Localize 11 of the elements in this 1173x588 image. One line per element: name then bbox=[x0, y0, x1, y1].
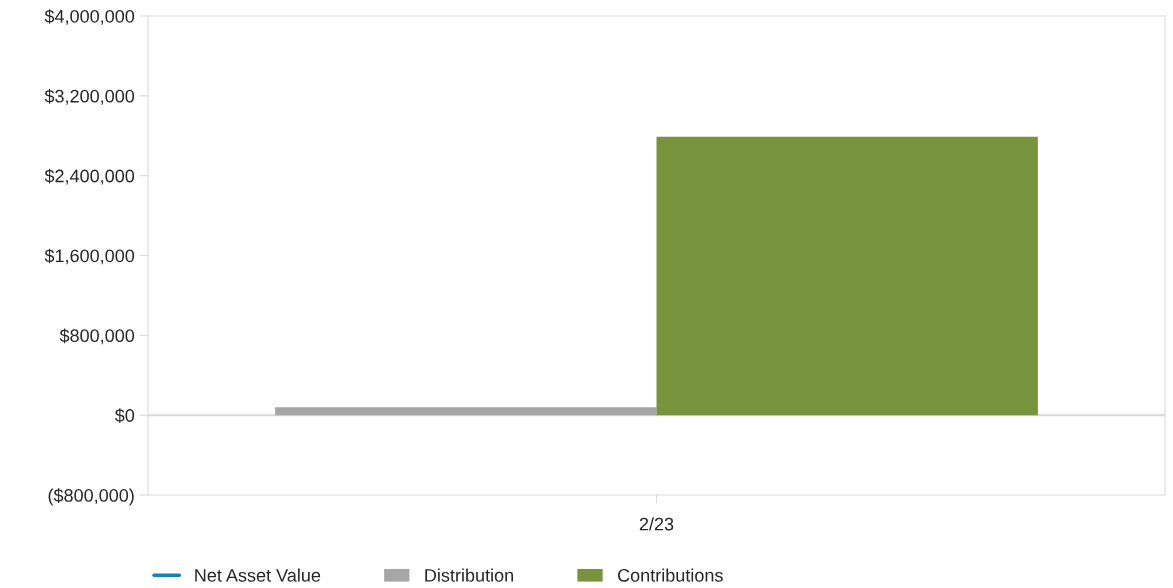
y-tick-label: ($800,000) bbox=[48, 488, 134, 506]
y-tick-label: $0 bbox=[114, 408, 135, 423]
legend-label: Distribution bbox=[425, 568, 513, 582]
x-tick-label: 2/23 bbox=[639, 517, 674, 531]
y-tick-label: $2,400,000 bbox=[44, 168, 135, 185]
y-tick-label: $800,000 bbox=[59, 328, 135, 345]
y-tick-label: $4,000,000 bbox=[44, 9, 135, 25]
legend-label: Net Asset Value bbox=[195, 568, 321, 582]
y-tick-label: $1,600,000 bbox=[44, 248, 135, 265]
legend-label: Contributions bbox=[618, 568, 723, 582]
y-tick-label: $3,200,000 bbox=[44, 89, 135, 105]
